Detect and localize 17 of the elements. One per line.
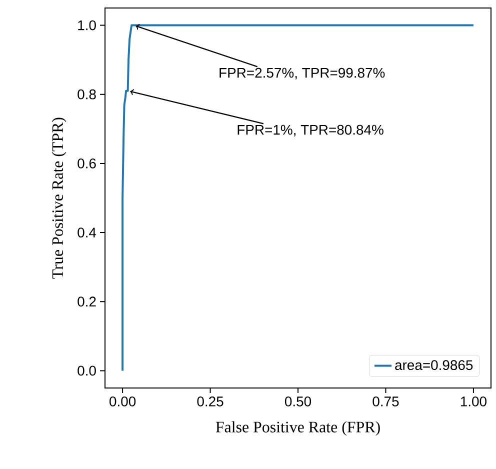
x-tick-label: 0.50: [284, 396, 312, 406]
x-tick-label: 0.75: [372, 396, 399, 406]
x-tick-label: 0.25: [197, 396, 224, 406]
y-tick-label: 0.6: [78, 158, 96, 168]
y-tick-label: 0.8: [78, 89, 96, 100]
line-series: [122, 24, 474, 372]
x-axis-title: False Positive Rate (FPR): [216, 421, 380, 436]
y-axis-title: True Positive Rate (TPR): [52, 118, 66, 279]
x-tick-label: 0.00: [110, 396, 136, 406]
y-tick-label: 0.4: [78, 228, 96, 238]
y-tick-label: 0.2: [78, 296, 96, 307]
annotation: FPR=1%, TPR=80.84%: [238, 124, 384, 136]
y-tick-label: 1.0: [78, 20, 96, 30]
y-tick-label: 0.0: [78, 366, 96, 376]
legend-label: area=0.9865: [395, 360, 473, 370]
annotation: FPR=2.57%, TPR=99.87%: [220, 68, 385, 80]
x-tick-label: 1.00: [460, 396, 486, 406]
